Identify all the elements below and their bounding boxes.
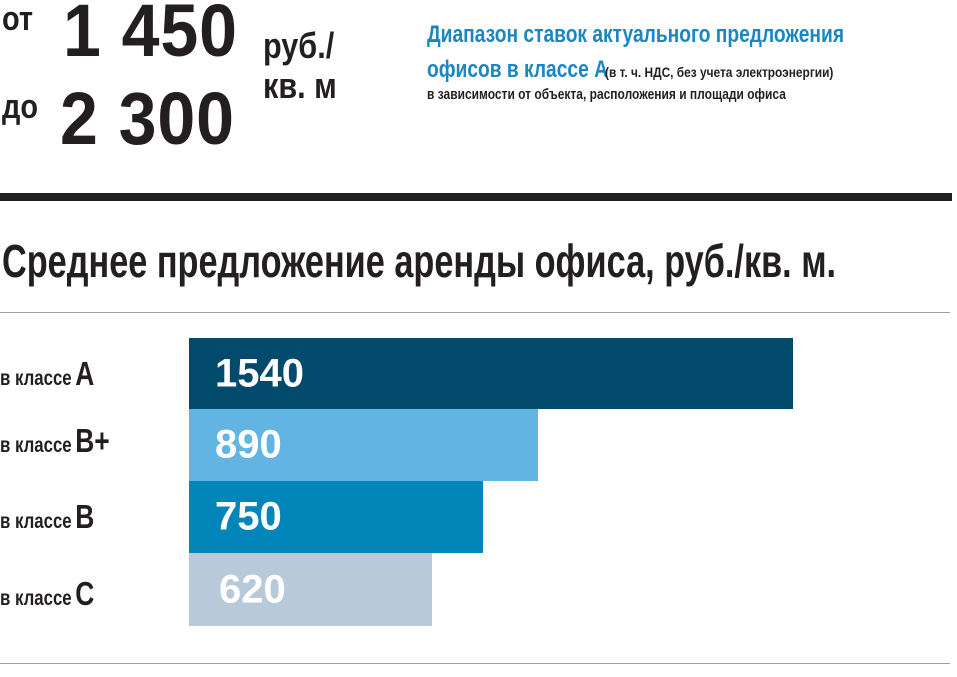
bar-value-label: 890 xyxy=(215,422,282,467)
bar-class-c: 620 xyxy=(189,553,432,626)
range-to-value: 2 300 xyxy=(60,77,235,160)
bar-value-label: 750 xyxy=(215,494,282,539)
category-label-a: в классе А xyxy=(0,355,95,392)
chart-title: Среднее предложение аренды офиса, руб./к… xyxy=(2,235,837,287)
range-from-prefix: от xyxy=(2,0,34,38)
range-note-title-line2: офисов в классе А xyxy=(427,56,608,83)
range-note-sub: в зависимости от объекта, расположения и… xyxy=(427,86,786,103)
bar-value-label: 620 xyxy=(219,567,286,611)
bar-class-b: 750 xyxy=(189,481,483,553)
section-divider xyxy=(0,193,952,201)
range-to-prefix: до xyxy=(2,88,39,126)
range-note-title-line1: Диапазон ставок актуального предложения xyxy=(427,21,845,48)
category-label-b: в классе В xyxy=(0,498,95,535)
category-label-b-plus: в классе В+ xyxy=(0,422,110,459)
category-label-c: в классе С xyxy=(0,575,95,612)
range-from-value: 1 450 xyxy=(63,0,238,72)
range-unit: руб./ кв. м xyxy=(263,25,337,106)
bar-value-label: 1540 xyxy=(215,351,304,395)
bar-class-a: 1540 xyxy=(189,338,793,409)
chart-top-rule xyxy=(0,312,950,313)
range-note-paren: (в т. ч. НДС, без учета электроэнергии) xyxy=(605,64,834,80)
bar-class-b-plus: 890 xyxy=(189,409,538,481)
chart-bottom-rule xyxy=(0,663,950,664)
